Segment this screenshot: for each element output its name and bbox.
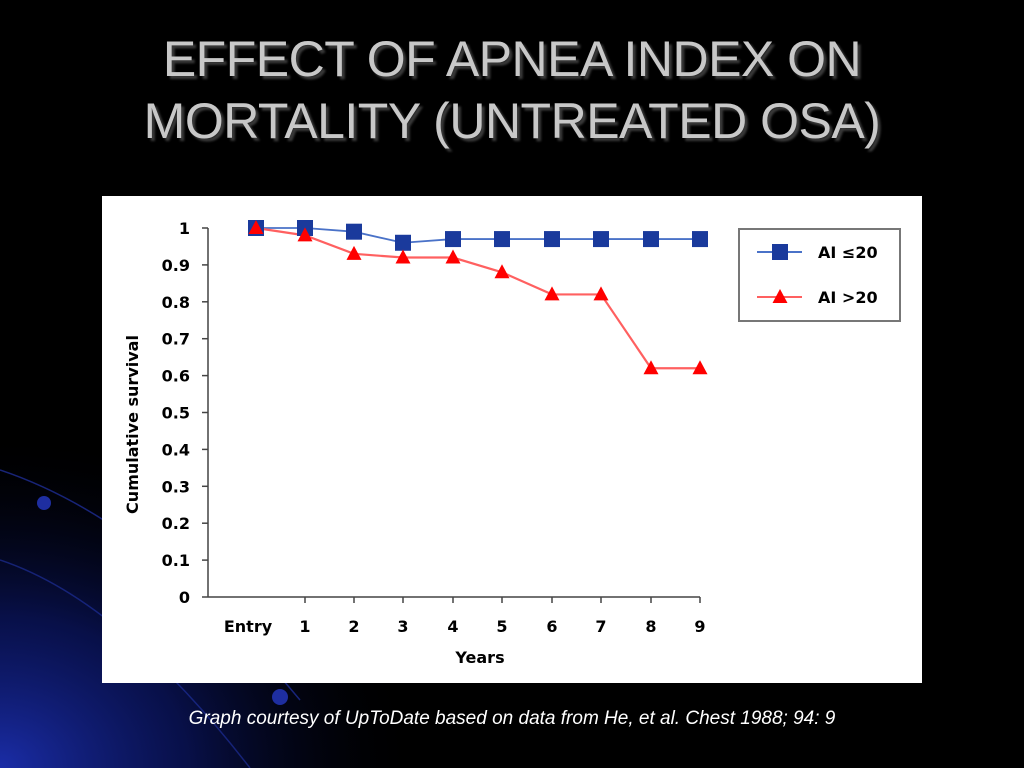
x-tick-label: Entry: [224, 617, 273, 636]
data-point-square: [544, 231, 560, 248]
y-tick-label: 0.7: [162, 330, 190, 349]
data-point-square: [395, 234, 411, 251]
y-tick-label: 0.3: [162, 477, 190, 496]
survival-chart: 0 0.1 0.2 0.3 0.4 0.5 0.6 0.7 0.8 0.9 1 Entry 1 2 3 4 5 6…: [123, 219, 901, 667]
data-point-triangle: [297, 227, 313, 242]
x-tick-label: 7: [595, 617, 606, 636]
x-axis-title: Years: [454, 648, 504, 667]
data-point-triangle: [346, 245, 362, 260]
y-tick-label: 1: [179, 219, 190, 238]
data-point-triangle: [445, 249, 461, 264]
y-tick-label: 0.2: [162, 514, 190, 533]
data-point-square: [692, 231, 708, 248]
data-point-triangle: [593, 286, 609, 301]
x-tick-label: 3: [397, 617, 408, 636]
y-tick-label: 0.8: [162, 293, 190, 312]
x-tick-label: 4: [447, 617, 458, 636]
data-point-square: [346, 223, 362, 240]
y-tick-label: 0.9: [162, 256, 190, 275]
y-tick-label: 0.6: [162, 367, 190, 386]
legend-label: AI ≤20: [818, 243, 878, 262]
y-tick-label: 0: [179, 588, 190, 607]
source-caption: Graph courtesy of UpToDate based on data…: [188, 708, 836, 729]
x-tick-label: 9: [694, 617, 705, 636]
data-point-triangle: [248, 220, 264, 234]
series-line-ai-gt20: [255, 226, 700, 370]
slide-title-line-2: MORTALITY (UNTREATED OSA): [143, 93, 881, 149]
y-tick-label: 0.4: [162, 440, 190, 459]
series-line-ai-le20: [256, 227, 700, 244]
x-tick-label: 5: [496, 617, 507, 636]
x-tick-label: 6: [546, 617, 557, 636]
legend-marker-square: [772, 244, 788, 260]
chart-panel: 0 0.1 0.2 0.3 0.4 0.5 0.6 0.7 0.8 0.9 1 Entry 1 2 3 4 5 6…: [102, 196, 922, 683]
data-point-triangle: [643, 360, 659, 375]
data-point-square: [494, 231, 510, 248]
x-tick-label: 8: [645, 617, 656, 636]
y-tick-label: 0.5: [162, 404, 190, 423]
data-point-triangle: [395, 249, 411, 264]
slide-title: EFFECT OF APNEA INDEX ON MORTALITY (UNTR…: [0, 28, 1024, 152]
data-point-triangle: [544, 286, 560, 301]
legend-label: AI >20: [818, 288, 878, 307]
x-tick-label: 1: [299, 617, 310, 636]
y-axis-title: Cumulative survival: [123, 335, 142, 514]
legend-marker-triangle: [772, 289, 788, 303]
slide-title-line-1: EFFECT OF APNEA INDEX ON: [162, 31, 862, 87]
data-point-square: [643, 231, 659, 248]
data-point-square: [593, 231, 609, 248]
x-tick-label: 2: [348, 617, 359, 636]
legend-box: [738, 228, 901, 322]
data-point-triangle: [494, 264, 510, 279]
y-tick-label: 0.1: [162, 551, 190, 570]
data-point-triangle: [692, 360, 708, 375]
data-point-square: [445, 231, 461, 248]
